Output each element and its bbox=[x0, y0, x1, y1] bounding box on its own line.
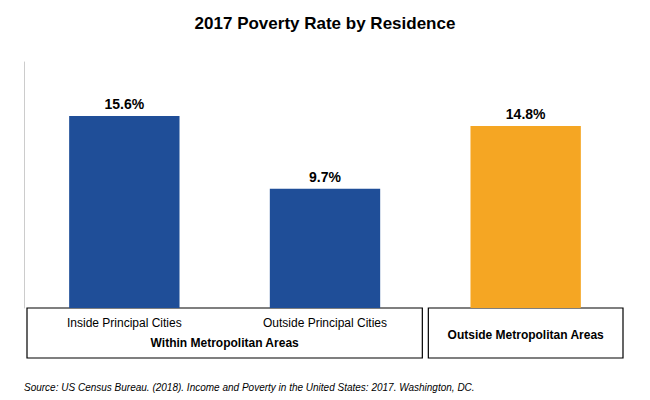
svg-text:Outside Principal Cities: Outside Principal Cities bbox=[263, 316, 387, 330]
svg-text:2017 Poverty Rate by Residence: 2017 Poverty Rate by Residence bbox=[195, 14, 456, 33]
svg-text:Inside Principal Cities: Inside Principal Cities bbox=[67, 316, 182, 330]
svg-text:Outside Metropolitan Areas: Outside Metropolitan Areas bbox=[448, 328, 605, 342]
svg-text:Source: US Census Bureau. (201: Source: US Census Bureau. (2018). Income… bbox=[24, 382, 475, 393]
svg-text:14.8%: 14.8% bbox=[506, 106, 546, 122]
svg-text:15.6%: 15.6% bbox=[104, 96, 144, 112]
svg-text:Within Metropolitan Areas: Within Metropolitan Areas bbox=[151, 336, 299, 350]
svg-text:9.7%: 9.7% bbox=[309, 169, 341, 185]
